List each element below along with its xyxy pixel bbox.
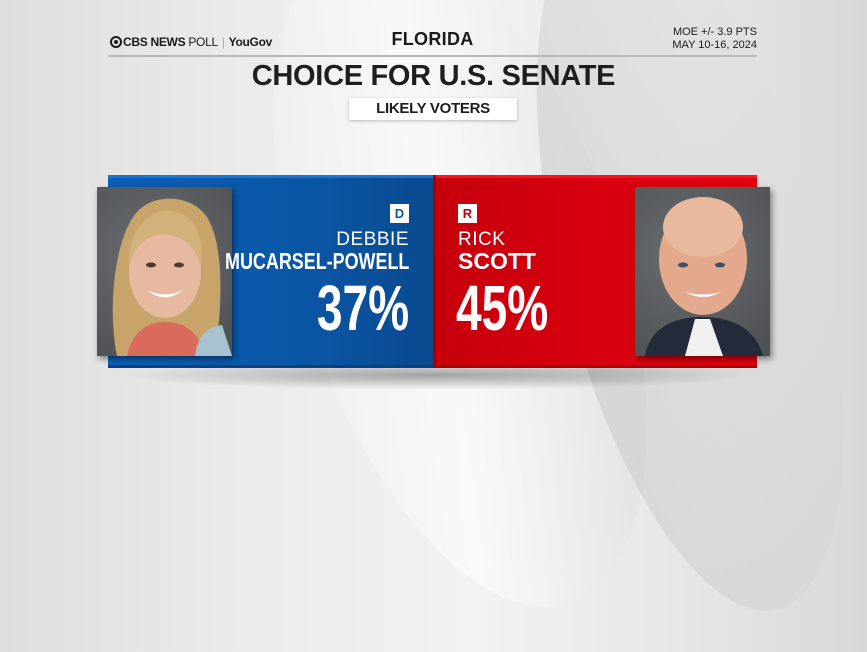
- democrat-badge: D: [390, 204, 409, 223]
- header: CBS NEWS POLL | YouGov FLORIDA MOE +/- 3.9…: [108, 20, 757, 56]
- democrat-last-name: MUCARSEL-POWELL: [224, 248, 409, 274]
- page-title: CHOICE FOR U.S. SENATE: [251, 60, 616, 92]
- democrat-first-name: DEBBIE: [336, 229, 409, 250]
- republican-last-name: SCOTT: [458, 248, 536, 274]
- woman-portrait-icon: [112, 198, 232, 356]
- democrat-candidate-photo: [97, 187, 232, 356]
- state-label: FLORIDA: [391, 29, 474, 49]
- header-divider: [108, 55, 757, 57]
- logo-partner: YouGov: [228, 35, 273, 49]
- republican-candidate-photo: [635, 187, 770, 356]
- man-portrait-icon: [645, 197, 763, 356]
- logo-separator: |: [221, 35, 225, 49]
- republican-badge: R: [458, 204, 477, 223]
- poll-dates: MAY 10-16, 2024: [672, 39, 757, 51]
- logo-brand: CBS NEWS: [123, 35, 186, 49]
- cbs-eye-icon: [110, 36, 122, 48]
- cbs-yougov-logo: CBS NEWS POLL | YouGov: [110, 35, 272, 49]
- republican-first-name: RICK: [458, 229, 506, 250]
- poll-meta: MOE +/- 3.9 PTS MAY 10-16, 2024: [672, 26, 757, 52]
- subtitle-badge: LIKELY VOTERS: [349, 98, 517, 120]
- republican-percent: 45%: [456, 272, 549, 344]
- democrat-percent: 37%: [316, 272, 409, 344]
- margin-of-error: MOE +/- 3.9 PTS: [672, 26, 757, 38]
- logo-poll: POLL: [188, 35, 218, 49]
